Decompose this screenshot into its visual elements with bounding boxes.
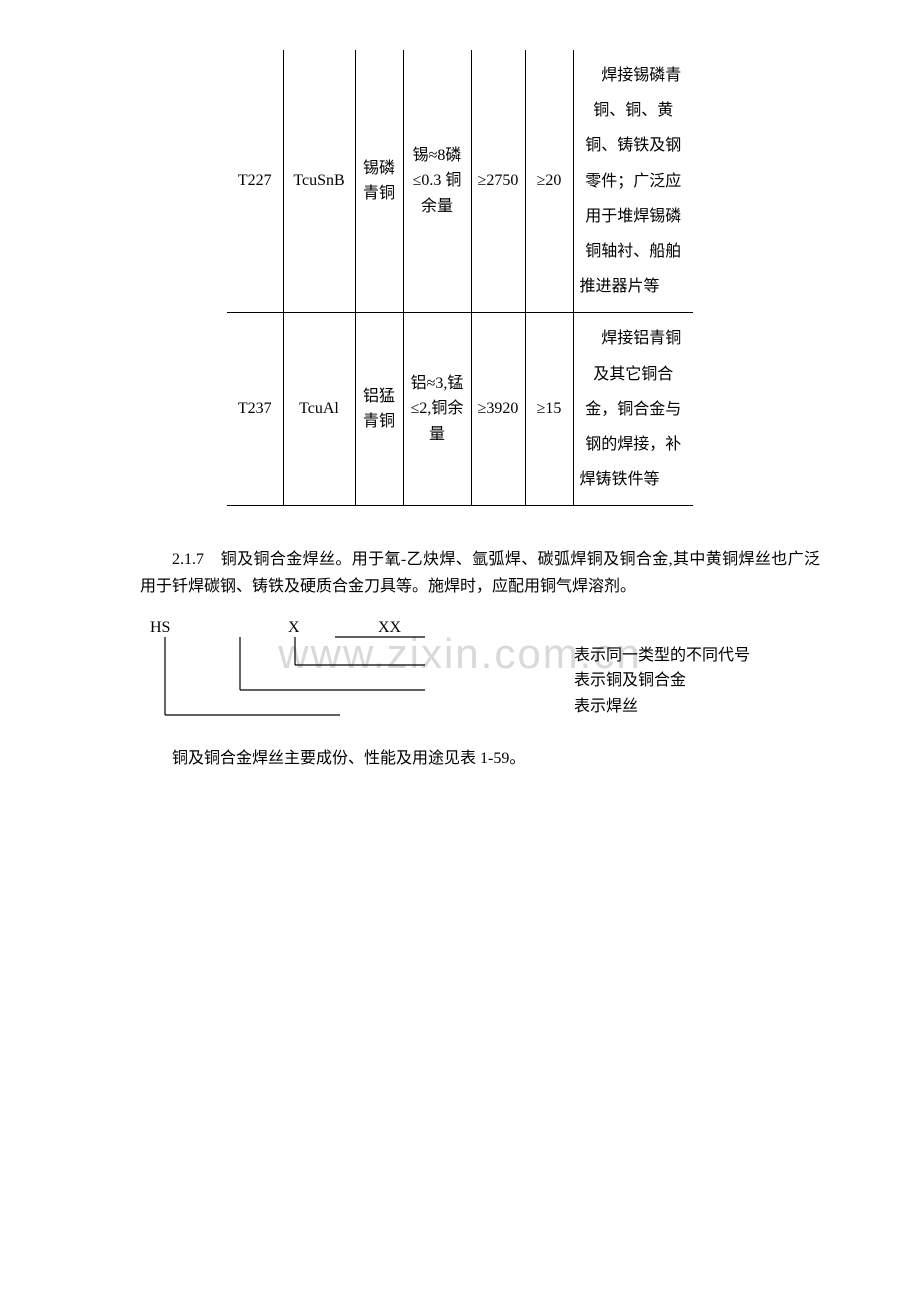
cell-description: 焊接铝青铜及其它铜合金，铜合金与钢的焊接，补焊铸铁件等 bbox=[573, 313, 693, 506]
cell-val1: ≥3920 bbox=[471, 313, 525, 506]
document-page: www.zixin.com.cn T227 TcuSnB 锡磷青铜 锡≈8磷≤0… bbox=[40, 50, 880, 772]
paragraph-2: 铜及铜合金焊丝主要成份、性能及用途见表 1-59。 bbox=[140, 745, 820, 772]
cell-val1: ≥2750 bbox=[471, 50, 525, 313]
cell-val2: ≥20 bbox=[525, 50, 573, 313]
cell-composition: 铝≈3,锰≤2,铜余量 bbox=[403, 313, 471, 506]
cell-description: 焊接锡磷青铜、铜、黄铜、铸铁及钢零件；广泛应用于堆焊锡磷铜轴衬、船舶推进器片等 bbox=[573, 50, 693, 313]
diagram-label-3: 表示焊丝 bbox=[574, 694, 750, 720]
cell-composition: 锡≈8磷≤0.3 铜余量 bbox=[403, 50, 471, 313]
cell-type: TcuAl bbox=[283, 313, 355, 506]
cell-name: 锡磷青铜 bbox=[355, 50, 403, 313]
table-row: T237 TcuAl 铝猛青铜 铝≈3,锰≤2,铜余量 ≥3920 ≥15 焊接… bbox=[227, 313, 693, 506]
alloy-table: T227 TcuSnB 锡磷青铜 锡≈8磷≤0.3 铜余量 ≥2750 ≥20 … bbox=[227, 50, 693, 506]
diagram-code-x: X bbox=[288, 615, 300, 641]
paragraph-1: 2.1.7 铜及铜合金焊丝。用于氧-乙炔焊、氩弧焊、碳弧焊铜及铜合金,其中黄铜焊… bbox=[140, 546, 820, 600]
diagram-labels: 表示同一类型的不同代号 表示铜及铜合金 表示焊丝 bbox=[574, 643, 750, 720]
code-diagram: HS X XX 表示同一类型的不同代号 表示铜及铜合金 表示焊丝 bbox=[140, 615, 820, 725]
diagram-label-2: 表示铜及铜合金 bbox=[574, 668, 750, 694]
cell-code: T237 bbox=[227, 313, 283, 506]
diagram-code-xx: XX bbox=[378, 615, 401, 641]
cell-type: TcuSnB bbox=[283, 50, 355, 313]
table-row: T227 TcuSnB 锡磷青铜 锡≈8磷≤0.3 铜余量 ≥2750 ≥20 … bbox=[227, 50, 693, 313]
diagram-label-1: 表示同一类型的不同代号 bbox=[574, 643, 750, 669]
cell-code: T227 bbox=[227, 50, 283, 313]
cell-name: 铝猛青铜 bbox=[355, 313, 403, 506]
diagram-code-hs: HS bbox=[150, 615, 170, 641]
cell-val2: ≥15 bbox=[525, 313, 573, 506]
